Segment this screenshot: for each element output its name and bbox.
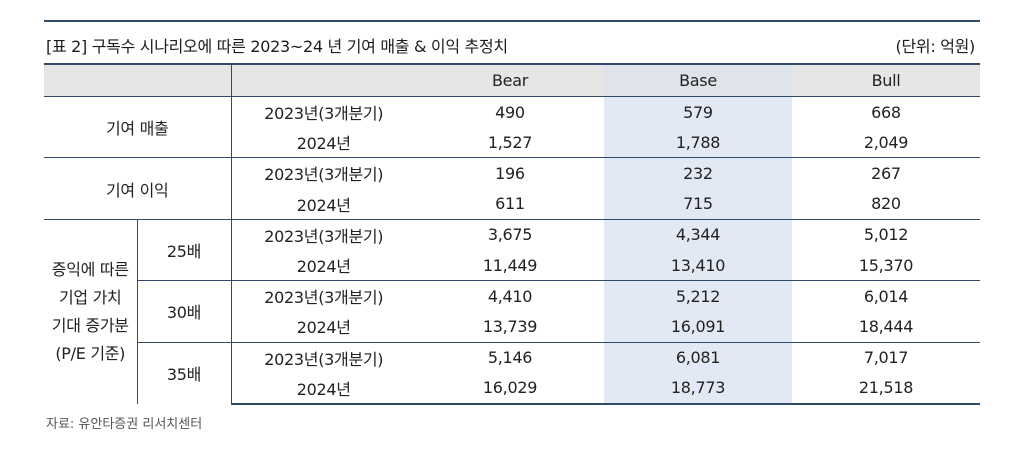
period-cell: 2024년 <box>230 188 416 220</box>
bear-cell: 196 <box>495 163 525 183</box>
base-cell: 4,344 <box>604 219 792 250</box>
pe-label-line: (P/E 기준) <box>55 343 126 363</box>
bull-cell: 7,017 <box>863 348 909 368</box>
bull-cell: 820 <box>871 194 901 214</box>
bear-cell: 3,675 <box>487 225 533 245</box>
base-cell: 6,081 <box>604 342 792 373</box>
header-bull: Bull <box>792 63 980 97</box>
header-row: Bear Base Bull <box>44 63 980 97</box>
estimate-table: Bear Base Bull 기여 매출 2023년(3개분기) 490 579… <box>44 63 980 405</box>
base-cell: 1,788 <box>604 127 792 158</box>
pe-label-line: 기업 가치 <box>59 287 122 307</box>
period-cell: 2023년(3개분기) <box>230 280 416 312</box>
multiple-cell: 25배 <box>136 219 231 282</box>
bear-cell: 16,029 <box>416 372 604 405</box>
table-row: 기여 매출 2023년(3개분기) 490 579 668 <box>44 96 980 138</box>
header-bear: Bear <box>416 63 604 97</box>
bull-cell: 6,014 <box>863 286 909 306</box>
bear-cell: 13,739 <box>416 311 604 343</box>
pe-label-line: 증익에 따른 <box>51 259 129 279</box>
bull-cell: 267 <box>871 163 901 183</box>
bear-cell: 4,410 <box>487 286 533 306</box>
multiple-cell: 30배 <box>136 280 231 343</box>
table-row: 증익에 따른 기업 가치 기대 증가분 (P/E 기준) 25배 2023년(3… <box>44 219 980 363</box>
period-cell: 2024년 <box>230 127 416 158</box>
table-title: [표 2] 구독수 시나리오에 따른 2023~24 년 기여 매출 & 이익 … <box>46 37 508 56</box>
row-label-pe-value: 증익에 따른 기업 가치 기대 증가분 (P/E 기준) <box>44 219 137 404</box>
base-cell: 579 <box>604 96 792 128</box>
row-label-contrib-revenue: 기여 매출 <box>106 119 169 139</box>
pe-label-line: 기대 증가분 <box>51 315 129 335</box>
bear-cell: 11,449 <box>416 249 604 282</box>
table-row: 2024년 11,449 13,410 15,370 <box>44 249 980 282</box>
base-cell: 5,212 <box>604 280 792 312</box>
header-base: Base <box>604 63 792 97</box>
header-period-cell <box>230 63 416 97</box>
base-cell: 13,410 <box>604 249 792 282</box>
period-cell: 2024년 <box>230 311 416 343</box>
table-row: 35배 2023년(3개분기) 5,146 6,081 7,017 <box>44 342 980 404</box>
period-cell: 2023년(3개분기) <box>230 342 416 373</box>
multiple-cell: 35배 <box>136 342 231 404</box>
period-cell: 2024년 <box>230 372 416 405</box>
period-cell: 2023년(3개분기) <box>230 157 416 189</box>
period-cell: 2024년 <box>230 249 416 282</box>
bull-cell: 15,370 <box>792 249 980 282</box>
header-empty-cell <box>44 63 231 97</box>
bull-cell: 5,012 <box>863 225 909 245</box>
table-row: 2024년 16,029 18,773 21,518 <box>44 372 980 405</box>
base-cell: 715 <box>604 188 792 220</box>
bull-cell: 668 <box>871 102 901 122</box>
row-label-contrib-profit: 기여 이익 <box>106 180 169 200</box>
table-row: 기여 이익 2023년(3개분기) 196 232 267 <box>44 157 980 200</box>
table-row: 2024년 13,739 16,091 18,444 <box>44 311 980 343</box>
base-cell: 232 <box>604 157 792 189</box>
base-cell: 16,091 <box>604 311 792 343</box>
table-row: 30배 2023년(3개분기) 4,410 5,212 6,014 <box>44 280 980 343</box>
base-cell: 18,773 <box>604 372 792 405</box>
bull-cell: 21,518 <box>792 372 980 405</box>
bull-cell: 2,049 <box>863 132 909 152</box>
period-cell: 2023년(3개분기) <box>230 96 416 128</box>
bear-cell: 5,146 <box>487 348 533 368</box>
table-row: 2024년 1,527 1,788 2,049 <box>44 127 980 158</box>
bull-cell: 18,444 <box>792 311 980 343</box>
period-cell: 2023년(3개분기) <box>230 219 416 250</box>
unit-label: (단위: 억원) <box>895 37 976 56</box>
bear-cell: 1,527 <box>487 132 533 152</box>
table-row: 2024년 611 715 820 <box>44 188 980 220</box>
bear-cell: 611 <box>495 194 525 214</box>
top-rule <box>44 20 980 22</box>
source-note: 자료: 유안타증권 리서치센터 <box>46 417 203 432</box>
bear-cell: 490 <box>495 102 525 122</box>
